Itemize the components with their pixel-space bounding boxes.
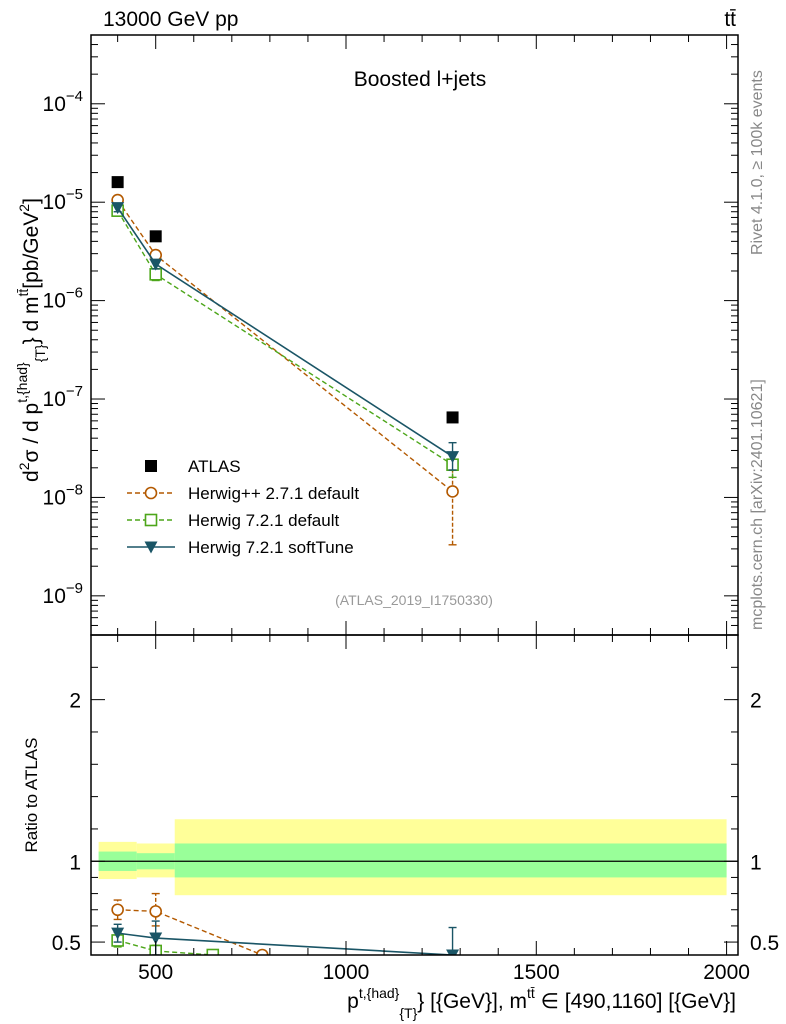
ratio-data-point (149, 905, 162, 918)
ratio-series-1 (111, 931, 220, 955)
x-tick-label: 500 (138, 961, 173, 984)
energy-label: 13000 GeV pp (103, 8, 238, 31)
x-axis-label: pt,{had}{T}} [{GeV}], mtt̄ ∈ [490,1160] … (347, 985, 736, 1021)
legend-label: Herwig 7.2.1 softTune (188, 538, 354, 557)
x-tick-label: 2000 (703, 961, 750, 984)
ratio-y-tick-label: 0.5 (52, 932, 81, 955)
main-y-tick-label: 10−4 (43, 88, 83, 116)
ratio-data-point (255, 948, 269, 955)
ratio-frame (90, 634, 739, 956)
analysis-id: (ATLAS_2019_I1750330) (335, 592, 493, 608)
ratio-data-point (111, 927, 125, 940)
main-y-tick-label: 10−8 (43, 481, 83, 509)
main-y-tick-label: 10−5 (43, 186, 83, 214)
ratio-data-point (446, 949, 460, 955)
rivet-note: Rivet 4.1.0, ≥ 100k events (749, 70, 766, 255)
legend-label: ATLAS (188, 457, 241, 476)
main-y-axis-label: d2σ / d pt,{had}{T}} d mtt̄[pb/GeV2] (14, 198, 48, 482)
main-y-tick-label: 10−7 (43, 383, 83, 411)
main-data-point (149, 258, 163, 271)
legend-entry: Herwig 7.2.1 default (127, 511, 339, 530)
ratio-y-axis-label: Ratio to ATLAS (22, 738, 41, 853)
ratio-data-point (206, 948, 220, 955)
legend: ATLAS Herwig++ 2.7.1 default Herwig 7.2.1 … (127, 457, 359, 557)
ratio-y-tick-label-right: 1 (750, 851, 762, 874)
main-series-2 (111, 204, 459, 479)
main-title: Boosted l+jets (354, 68, 487, 91)
x-tick-label: 1000 (323, 961, 370, 984)
main-data-point (446, 451, 460, 464)
ratio-data-point (111, 903, 124, 917)
main-series-line (117, 199, 453, 493)
main-data-point (446, 485, 459, 498)
ratio-series-0 (111, 892, 269, 955)
ratio-y-tick-label-right: 0.5 (750, 932, 779, 955)
x-tick-label: 1500 (513, 961, 560, 984)
ratio-y-tick-label: 2 (69, 690, 81, 713)
ratio-series-line (117, 909, 263, 955)
legend-marker (144, 513, 158, 527)
main-y-tick-label: 10−9 (43, 580, 83, 608)
legend-marker (144, 486, 158, 500)
main-series-line (117, 210, 453, 466)
legend-marker (144, 541, 158, 554)
legend-label: Herwig++ 2.7.1 default (188, 484, 359, 503)
ratio-y-tick-label-right: 2 (750, 690, 762, 713)
legend-label: Herwig 7.2.1 default (188, 511, 339, 530)
main-y-tick-label: 10−6 (43, 285, 83, 313)
ratio-y-tick-label: 1 (69, 851, 81, 874)
main-data-point (111, 202, 125, 215)
main-series-line (116, 207, 453, 458)
legend-marker (145, 460, 157, 472)
process-label: tt̄ (724, 8, 736, 31)
ratio-series-line (117, 939, 213, 955)
legend-entry: ATLAS (145, 457, 241, 476)
main-panel: 10−910−810−710−610−510−4 Boosted l+jets … (43, 34, 739, 636)
main-data-point (111, 176, 124, 189)
legend-entry: Herwig 7.2.1 softTune (127, 538, 354, 557)
ratio-data-point (149, 932, 163, 945)
ratio-band-green (174, 843, 727, 878)
main-series-3 (111, 202, 460, 471)
legend-entry: Herwig++ 2.7.1 default (127, 484, 359, 503)
main-data-point (446, 411, 459, 424)
mcplots-note: mcplots.cern.ch [arXiv:2401.10621] (749, 379, 766, 630)
main-data-point (149, 230, 162, 243)
ratio-panel: 0.5 0.5 1 1 2 2 500 1000 1500 2000 (52, 634, 779, 984)
main-series-0 (111, 176, 459, 424)
ratio-series-2 (111, 920, 460, 955)
